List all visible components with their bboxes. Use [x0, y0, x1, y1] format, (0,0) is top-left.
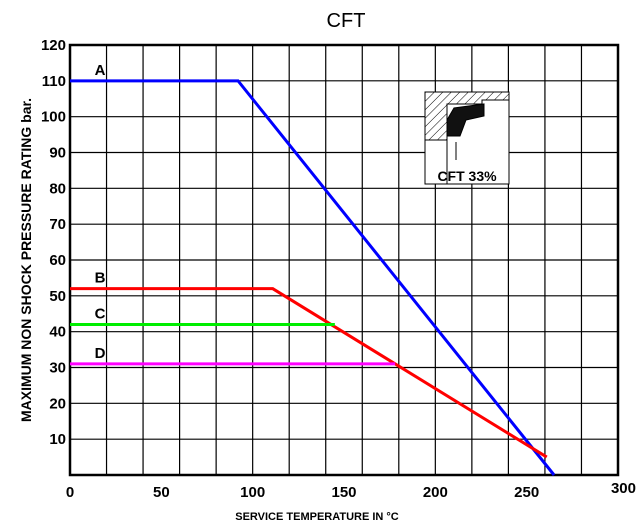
- x-tick-label: 200: [423, 484, 448, 501]
- tick-labels: 10 20 30 40 50 60 70 80 90 100 110 120 0 50 100 150 200 2…: [41, 37, 636, 501]
- series-lines: [70, 79, 556, 476]
- series-labels: A B C D: [95, 62, 106, 362]
- x-tick-label: 300: [611, 480, 636, 497]
- series-line-b: [70, 287, 548, 459]
- y-tick-label: 30: [49, 360, 66, 377]
- y-tick-label: 120: [41, 37, 66, 54]
- seal-ring-icon: [446, 103, 485, 137]
- y-tick-label: 70: [49, 216, 66, 233]
- grid: [68, 43, 620, 477]
- y-tick-label: 80: [49, 180, 66, 197]
- y-tick-label: 100: [41, 109, 66, 126]
- y-tick-label: 20: [49, 395, 66, 412]
- seal-inset: CFT 33%: [424, 91, 510, 185]
- chart-title: CFT: [327, 10, 366, 32]
- x-tick-label: 150: [331, 484, 356, 501]
- y-tick-label: 110: [42, 73, 66, 90]
- x-tick-label: 100: [240, 484, 265, 501]
- y-tick-label: 50: [49, 288, 66, 305]
- y-axis-label: MAXIMUM NON SHOCK PRESSURE RATING bar.: [18, 98, 34, 422]
- x-tick-label: 0: [66, 484, 74, 501]
- series-label-b: B: [95, 270, 106, 287]
- series-label-a: A: [95, 62, 106, 79]
- y-tick-label: 90: [49, 145, 66, 162]
- series-label-d: D: [95, 345, 106, 362]
- series-label-c: C: [95, 306, 106, 323]
- y-tick-label: 60: [49, 252, 66, 269]
- y-tick-label: 10: [49, 431, 66, 448]
- series-line-a: [70, 79, 556, 476]
- x-tick-label: 50: [153, 484, 170, 501]
- x-axis-label: SERVICE TEMPERATURE IN °C: [235, 511, 399, 523]
- inset-label: CFT 33%: [437, 168, 497, 184]
- x-tick-label: 250: [514, 484, 539, 501]
- y-tick-label: 40: [49, 324, 66, 341]
- plot-frame: [68, 43, 620, 477]
